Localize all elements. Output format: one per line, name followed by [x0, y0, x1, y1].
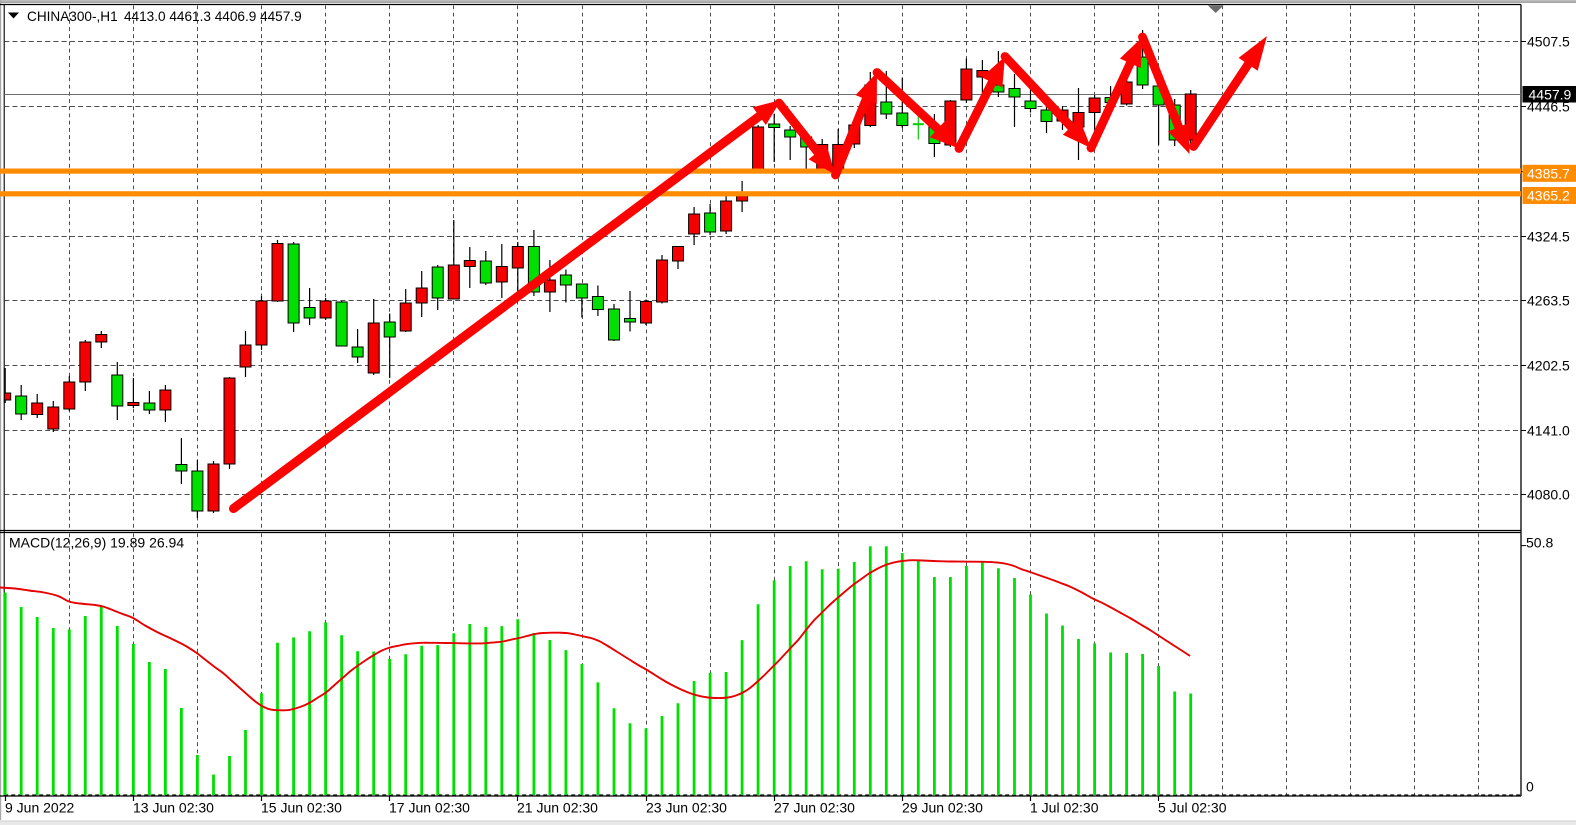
- svg-text:21 Jun 02:30: 21 Jun 02:30: [517, 800, 598, 816]
- svg-text:29 Jun 02:30: 29 Jun 02:30: [902, 800, 983, 816]
- svg-text:23 Jun 02:30: 23 Jun 02:30: [646, 800, 727, 816]
- svg-text:4263.5: 4263.5: [1527, 292, 1570, 308]
- svg-text:15 Jun 02:30: 15 Jun 02:30: [261, 800, 342, 816]
- svg-text:4324.5: 4324.5: [1527, 228, 1570, 244]
- svg-text:4457.9: 4457.9: [1529, 87, 1572, 103]
- svg-text:4202.5: 4202.5: [1527, 357, 1570, 373]
- svg-text:CHINA300-,H1: CHINA300-,H1: [27, 9, 118, 24]
- svg-text:4413.0 4461.3 4406.9 4457.9: 4413.0 4461.3 4406.9 4457.9: [124, 9, 302, 24]
- svg-text:50.8: 50.8: [1526, 535, 1553, 551]
- svg-text:17 Jun 02:30: 17 Jun 02:30: [389, 800, 470, 816]
- svg-text:4385.7: 4385.7: [1527, 165, 1570, 181]
- svg-text:4080.0: 4080.0: [1527, 486, 1570, 502]
- svg-text:0: 0: [1526, 779, 1534, 795]
- svg-text:4141.0: 4141.0: [1527, 422, 1570, 438]
- svg-text:1 Jul 02:30: 1 Jul 02:30: [1030, 800, 1099, 816]
- svg-text:27 Jun 02:30: 27 Jun 02:30: [774, 800, 855, 816]
- svg-text:4507.5: 4507.5: [1527, 33, 1570, 49]
- svg-text:5 Jul 02:30: 5 Jul 02:30: [1158, 800, 1227, 816]
- svg-text:MACD(12,26,9) 19.89 26.94: MACD(12,26,9) 19.89 26.94: [9, 535, 184, 551]
- svg-text:9 Jun 2022: 9 Jun 2022: [5, 800, 74, 816]
- svg-text:4365.2: 4365.2: [1527, 188, 1570, 204]
- svg-text:13 Jun 02:30: 13 Jun 02:30: [133, 800, 214, 816]
